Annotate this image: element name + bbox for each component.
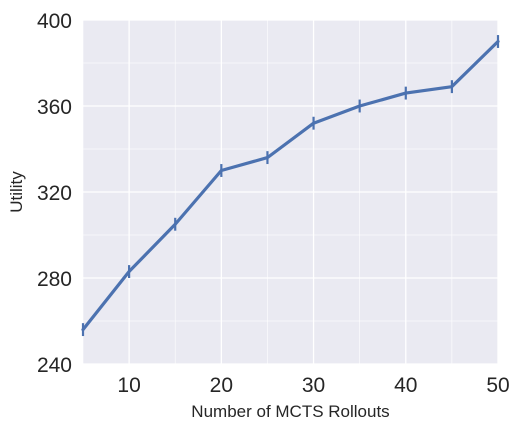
y-tick-label: 280 (37, 268, 72, 291)
y-tick-label: 320 (37, 182, 72, 205)
y-axis-label: Utility (7, 171, 26, 213)
tick-labels: 10 20 30 40 50 240 280 320 360 400 (37, 10, 510, 397)
y-tick-label: 360 (37, 96, 72, 119)
x-tick-label: 20 (210, 374, 233, 397)
x-tick-label: 40 (394, 374, 417, 397)
y-tick-label: 240 (37, 354, 72, 377)
series-line (81, 39, 500, 332)
y-tick-label: 400 (37, 10, 72, 33)
x-tick-label: 10 (117, 374, 140, 397)
x-axis-label: Number of MCTS Rollouts (191, 402, 389, 421)
series-layer (81, 35, 500, 337)
x-tick-label: 50 (486, 374, 509, 397)
x-tick-label: 30 (302, 374, 325, 397)
grid-lines (82, 19, 499, 365)
